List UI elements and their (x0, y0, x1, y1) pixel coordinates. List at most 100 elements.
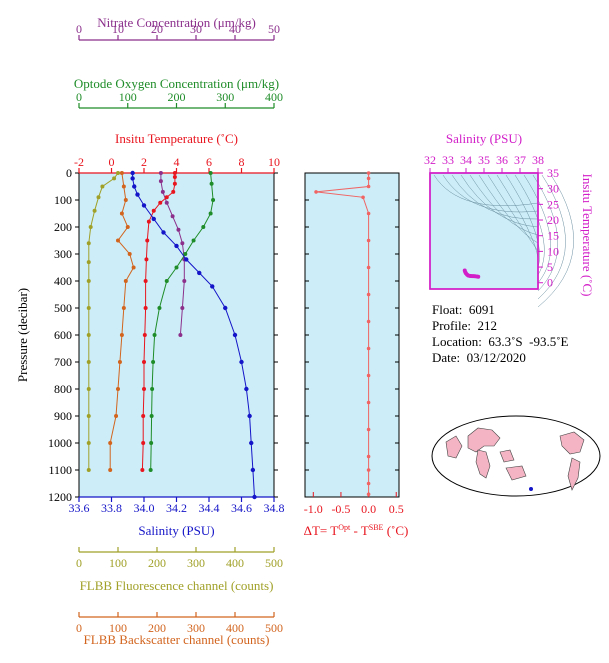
backscatter-series-point (119, 333, 124, 337)
salinity-series-point (174, 243, 179, 249)
salinity-series-point (141, 203, 147, 208)
temperature-tick-label: 4 (174, 155, 180, 169)
profile-number: Profile: 212 (432, 318, 497, 333)
salinity-tick-label: 34.0 (134, 501, 155, 515)
fluorescence-series-point (86, 241, 91, 246)
oxygen-tick-label: 400 (265, 90, 283, 104)
pressure-tick-label: 1200 (48, 490, 72, 504)
salinity-series-point (247, 413, 252, 419)
fluorescence-series-point (96, 195, 101, 200)
dT-point (366, 265, 371, 270)
nitrate-series-point (178, 333, 183, 337)
ts-salinity-tick-label: 34 (460, 153, 472, 167)
backscatter-series-point (125, 225, 130, 229)
fluorescence-series-point (116, 171, 120, 175)
density-contour (537, 174, 574, 308)
dT-point (366, 319, 371, 324)
dT-axis-label: ΔT= TOpt - TSBE (˚C) (304, 523, 409, 538)
dT-point (366, 454, 371, 459)
nitrate-tick-label: 0 (76, 22, 82, 36)
fluorescence-series-point (86, 387, 91, 391)
dT-point (366, 373, 371, 378)
backscatter-series-point (116, 238, 120, 243)
temperature-tick-label: -2 (74, 155, 84, 169)
salinity-series-point (250, 467, 256, 473)
oxygen-tick-label: 100 (119, 90, 137, 104)
dT-tick-label: -0.5 (331, 502, 350, 516)
backscatter-series-point (127, 252, 132, 256)
pressure-tick-label: 0 (66, 166, 72, 180)
dT-series-line (316, 173, 370, 495)
oxygen-series-point (149, 414, 154, 418)
dT-point (366, 427, 371, 432)
salinity-series-point (132, 184, 137, 189)
fluorescence-series-point (86, 414, 91, 418)
oxygen-series-point (209, 181, 214, 186)
nitrate-tick-label: 40 (229, 22, 241, 36)
pressure-tick-label: 900 (54, 409, 72, 423)
ts-point (476, 274, 481, 279)
temperature-series-point (141, 441, 146, 445)
ts-temperature-tick-label: 25 (547, 197, 559, 211)
dT-point (366, 211, 371, 216)
oxygen-series-point (183, 252, 188, 256)
oxygen-series-point (149, 441, 154, 445)
oxygen-tick-label: 0 (76, 90, 82, 104)
fluorescence-axis-label: FLBB Fluorescence channel (counts) (80, 578, 274, 593)
dT-point (366, 176, 371, 181)
temperature-series-point (164, 195, 169, 200)
nitrate-series-point (158, 179, 163, 184)
oxygen-series-line (150, 172, 214, 471)
fluorescence-series-point (86, 468, 91, 472)
fluorescence-tick-label: 200 (148, 556, 166, 570)
map-landmass (475, 449, 491, 479)
salinity-series-point (184, 257, 189, 262)
nitrate-series-point (158, 171, 163, 175)
salinity-tick-label: 33.8 (101, 501, 122, 515)
temperature-tick-label: 0 (109, 155, 115, 169)
nitrate-tick-label: 20 (151, 22, 163, 36)
backscatter-series-point (116, 387, 120, 391)
density-contour (442, 174, 539, 213)
ts-panel-frame (429, 172, 539, 290)
float-id: Float: 6091 (432, 302, 495, 317)
map-landmass (499, 449, 515, 463)
backscatter-tick-label: 0 (76, 621, 82, 635)
temperature-series-point (146, 219, 151, 224)
profile-panel-frame (78, 172, 275, 498)
oxygen-tick-label: 200 (168, 90, 186, 104)
date: Date: 03/12/2020 (432, 350, 526, 365)
fluorescence-series-point (88, 225, 93, 229)
ts-temperature-tick-label: 10 (547, 244, 559, 258)
dT-point (366, 346, 371, 351)
dT-label-superscript: Opt (338, 523, 351, 532)
salinity-series-point (151, 216, 156, 222)
dT-point (366, 238, 371, 243)
pressure-tick-label: 300 (54, 247, 72, 261)
ts-temperature-tick-label: 35 (547, 166, 559, 180)
temperature-series-point (140, 468, 145, 472)
backscatter-tick-label: 100 (109, 621, 127, 635)
dT-tick-label: -1.0 (304, 502, 323, 516)
backscatter-tick-label: 200 (148, 621, 166, 635)
fluorescence-series-point (86, 260, 91, 265)
temperature-series-point (172, 171, 177, 175)
backscatter-series-point (121, 306, 126, 310)
density-contour (478, 174, 539, 244)
density-contour (523, 174, 551, 284)
oxygen-series-point (211, 198, 216, 202)
dT-point (314, 190, 318, 194)
density-contour (505, 174, 540, 268)
ts-temperature-tick-label: 20 (547, 213, 559, 227)
temperature-series-point (143, 279, 148, 283)
salinity-tick-label: 34.4 (199, 501, 220, 515)
backscatter-series-point (131, 265, 136, 270)
pressure-tick-label: 800 (54, 382, 72, 396)
salinity-tick-label: 34.2 (166, 501, 187, 515)
pressure-tick-label: 600 (54, 328, 72, 342)
backscatter-series-point (119, 171, 124, 175)
salinity-series-point (130, 176, 135, 181)
nitrate-tick-label: 10 (112, 22, 124, 36)
oxygen-series-point (164, 279, 169, 283)
salinity-tick-label: 33.6 (69, 501, 90, 515)
